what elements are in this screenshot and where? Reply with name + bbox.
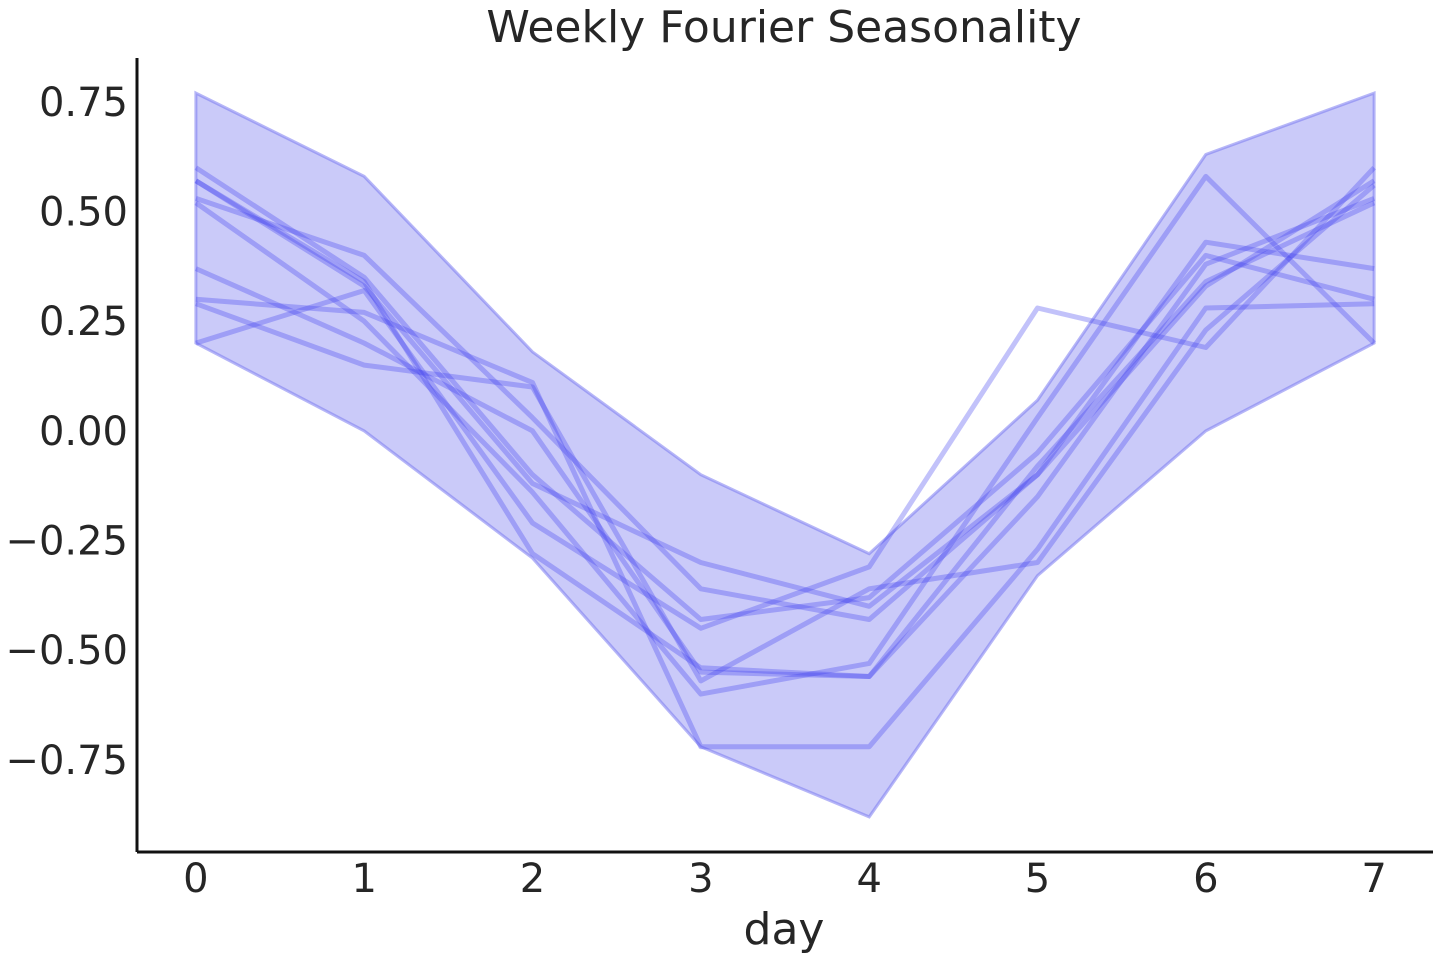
- series-line-7: [195, 165, 1376, 631]
- y-tick-label: 0.25: [39, 299, 128, 345]
- x-tick-label: 4: [856, 856, 881, 902]
- series-line-5: [194, 196, 1376, 679]
- credible-band: [194, 90, 1376, 819]
- series-line-1: [194, 165, 1375, 622]
- series-line-9: [194, 178, 1376, 679]
- x-tick-label: 7: [1361, 856, 1386, 902]
- chart-title: Weekly Fourier Seasonality: [486, 2, 1081, 53]
- series-line-6: [195, 296, 1375, 750]
- series-line-2: [194, 178, 1375, 609]
- x-tick-label: 3: [688, 856, 713, 902]
- y-tick-label: −0.25: [5, 519, 128, 565]
- x-tick-label: 2: [520, 856, 545, 902]
- x-axis-label: day: [744, 904, 825, 955]
- y-tick-label: 0.50: [39, 190, 128, 236]
- y-tick-label: 0.75: [39, 80, 128, 126]
- x-tick-label: 5: [1025, 856, 1050, 902]
- series-line-4: [194, 173, 1376, 697]
- x-tick-label: 1: [351, 856, 376, 902]
- x-tick-label: 0: [183, 856, 208, 902]
- y-tick-label: −0.50: [5, 628, 128, 674]
- y-tick-label: −0.75: [5, 738, 128, 784]
- series-line-8: [195, 183, 1376, 684]
- series-line-3: [195, 178, 1376, 622]
- x-tick-label: 6: [1193, 856, 1218, 902]
- y-tick-label: 0.00: [39, 409, 128, 455]
